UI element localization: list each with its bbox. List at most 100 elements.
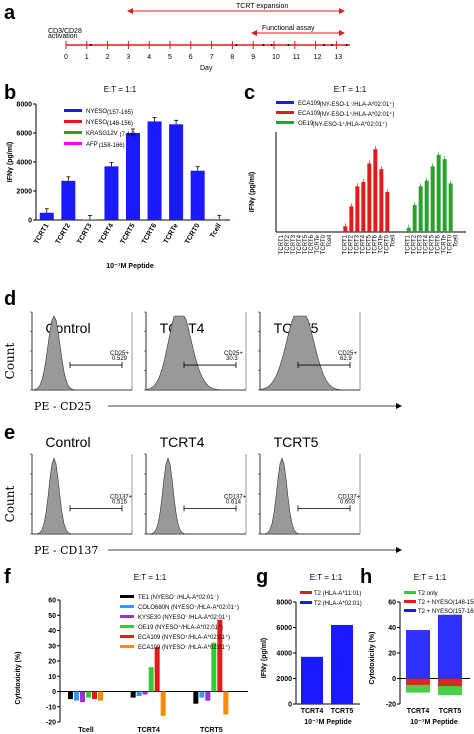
chart-c-xtick-2-TCRTe: TCRTe: [442, 234, 448, 253]
chart-c-bar-1-TCRT1: [343, 226, 348, 232]
timeline-day-4: 4: [147, 54, 151, 61]
chart-f-ytick-label--10: -10: [46, 704, 56, 711]
chart-f-legend-swatch-2: [120, 615, 134, 618]
chart-c-xtick-0-TCRT2: TCRT2: [285, 234, 291, 254]
d-gate-value-2: 62.9: [340, 356, 352, 362]
chart-b-ylabel: IFNγ (pg/ml): [7, 142, 14, 182]
chart-b-legend-sub-1: (148-156): [107, 121, 133, 127]
panel-e: Control TCRT4 TCRT5 CD137+ 0.515 CD137+ 0.6…: [0, 424, 474, 564]
timeline-marker-4: [287, 44, 290, 46]
panel-label-a: a: [4, 2, 16, 24]
chart-b-legend-swatch-2: [64, 131, 82, 134]
timeline-marker-7: [345, 44, 348, 46]
chart-h-legend-swatch-1: [404, 600, 416, 603]
chart-c-xtick-2-TCRT4: TCRT4: [424, 234, 430, 254]
chart-c-bar-1-TCRT4: [361, 182, 366, 232]
chart-g-bar-TCRT5-1: [331, 624, 353, 704]
chart-f-ytick-label-20: 20: [48, 659, 56, 666]
chart-g-ytick-label-2000: 2000: [276, 676, 292, 683]
chart-b-ytick-label-2000: 2000: [16, 189, 32, 196]
chart-g-ytick-label-8000: 8000: [276, 600, 292, 607]
chart-b-legend-sub-2: (7-16): [120, 132, 136, 138]
e-gate-value-2: 0.603: [340, 499, 356, 505]
chart-f-bar-TCRT5-4: [217, 619, 223, 692]
e-histogram-1: [145, 457, 246, 535]
d-histogram-0: [31, 315, 132, 391]
chart-c-bar-2-TCRT4: [424, 180, 429, 232]
chart-c-legend-sub-1: (NY-ESO-1⁺/HLA-A*02:01⁺): [320, 111, 395, 118]
chart-c-legend-swatch-1: [276, 111, 294, 114]
chart-g-ylabel: IFNγ (pg/ml): [261, 638, 268, 678]
chart-h-ytick-label-60: 60: [388, 600, 396, 607]
chart-h-title: E:T = 1:1: [414, 573, 447, 582]
panel-label-g: g: [256, 566, 269, 588]
chart-b-legend-label-2: KRASG12V: [86, 131, 118, 137]
chart-h-ytick-label-40: 40: [388, 625, 396, 632]
panel-label-h: h: [360, 566, 373, 588]
chart-h: E:T = 1:1 -20 0 20 40 60 Cytotoxicity (%) TCRT4…: [369, 573, 474, 726]
chart-f-bar-TCRT4-5: [160, 691, 166, 716]
chart-c-xtick-0-TCRT4: TCRT4: [297, 234, 303, 254]
e-xlabel: PE - CD137: [34, 544, 98, 557]
chart-b-ytick-label-6000: 6000: [16, 131, 32, 138]
timeline-day-7: 7: [210, 54, 214, 61]
chart-c-bar-2-TCRT6: [436, 154, 441, 232]
chart-c-legend-sub-2: (NY-ESO-1⁺/HLA-A*02:01⁺): [312, 121, 387, 128]
chart-f-legend-label-0: TE1 (NYESO⁻/HLA-A*02:01⁻): [138, 595, 219, 601]
chart-b-ytick-label-8000: 8000: [16, 102, 32, 109]
chart-f-legend-label-2: KYSE30 (NYESO⁻/HLA-A*02:01⁺): [138, 614, 230, 621]
chart-f-legend-swatch-5: [120, 645, 134, 648]
chart-b-bar-TCRT1: [39, 212, 54, 220]
chart-b-xtick-TCRT0: TCRT0: [184, 222, 201, 245]
chart-f-ylabel: Cytotoxicity (%): [15, 652, 22, 705]
d-gate-label-2: CD25+: [338, 351, 357, 357]
chart-b-legend-sub-0: (157-165): [107, 110, 133, 116]
chart-c-xtick-1-TCRT1: TCRT1: [342, 234, 348, 254]
chart-b-xtick-TCRT2: TCRT2: [55, 222, 72, 245]
chart-b-legend-swatch-1: [64, 120, 82, 123]
chart-c-xtick-2-TCRT5: TCRT5: [430, 234, 436, 254]
chart-c-legend-swatch-0: [276, 101, 294, 104]
chart-f-bar-TCRT4-4: [154, 647, 160, 692]
tcrt-expansion-label: TCRT expansion: [236, 3, 288, 10]
timeline-day-13: 13: [334, 54, 342, 61]
d-gate-label-0: CD25+: [110, 351, 129, 357]
activation-label-1: CD3/CD28: [48, 28, 82, 35]
chart-b-xtick-TCRTe: TCRTe: [163, 222, 180, 245]
e-histogram-2: [259, 457, 360, 535]
chart-f-bar-TCRT5-0: [193, 691, 199, 704]
chart-c-legend-label-0: ECA109: [298, 101, 321, 107]
chart-c-title: E:T = 1:1: [334, 85, 367, 94]
chart-f-legend-label-5: ECA109 (NYESO⁻/HLA-A*02:01⁺): [138, 644, 230, 651]
chart-c-bar-2-TCRTe: [442, 159, 447, 232]
timeline-ticks: 0 1 2 3 4 5 6 7 8 9 10 11 12 13: [64, 41, 348, 61]
e-gate-value-0: 0.515: [112, 499, 128, 505]
chart-f-bar-TCRT5-1: [199, 691, 205, 698]
chart-b-legend-swatch-3: [64, 142, 82, 145]
chart-c-xtick-1-TCRT5: TCRT5: [366, 234, 372, 254]
chart-h-legend-label-2: T2 + NYESO(157-165): [418, 609, 474, 615]
chart-c-xtick-2-TCRT2: TCRT2: [412, 234, 418, 254]
chart-b-title: E:T = 1:1: [104, 85, 137, 94]
timeline-day-6: 6: [189, 54, 193, 61]
chart-c-xtick-1-TCRT0: TCRT0: [384, 234, 390, 254]
chart-g-legend-label-0: T2 (HLA-A*11:01): [314, 591, 361, 597]
chart-h-xtick-TCRT4: TCRT4: [407, 708, 430, 715]
chart-c-legend-label-2: OE19: [298, 121, 314, 127]
flow-e-title-tcrt4: TCRT4: [159, 434, 205, 450]
chart-b-legend-sub-3: (158-166): [99, 143, 125, 149]
chart-h-legend-label-0: T2 only: [418, 591, 438, 597]
chart-f-bar-TCRT4-2: [142, 691, 148, 695]
chart-f-ytick-label-50: 50: [48, 613, 56, 620]
d-ylabel: Count: [3, 342, 17, 379]
e-gate-label-0: CD137+: [110, 494, 133, 500]
panel-label-f: f: [4, 566, 11, 588]
chart-f-bar-Tcell-0: [68, 691, 73, 700]
chart-f: E:T = 1:1 -20 -10 0 10 20 30 40 50 60 Cytotoxicity…: [15, 573, 248, 734]
chart-h-xtick-TCRT5: TCRT5: [439, 708, 462, 715]
d-gate-value-0: 0.529: [112, 356, 128, 362]
chart-f-bar-TCRT4-3: [148, 667, 154, 692]
chart-g: E:T = 1:1 0 2000 4000 6000 8000 IFNγ (pg/ml) TC…: [261, 573, 362, 726]
chart-g-legend-swatch-1: [300, 601, 312, 604]
chart-b-bar-TCRT5: [126, 133, 140, 220]
